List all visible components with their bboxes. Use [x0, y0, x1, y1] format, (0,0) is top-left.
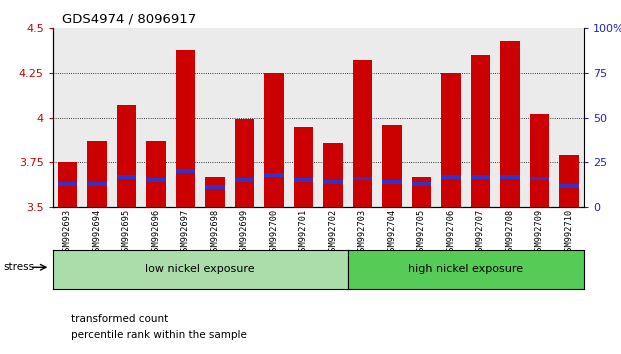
Text: GSM992699: GSM992699 [240, 209, 249, 256]
Text: GSM992700: GSM992700 [270, 209, 278, 256]
Bar [117, 105, 136, 207]
Bar [88, 182, 107, 186]
Bar [58, 162, 77, 207]
Bar [206, 177, 225, 207]
Text: GSM992701: GSM992701 [299, 209, 308, 256]
Text: GSM992694: GSM992694 [93, 209, 101, 256]
Bar [530, 177, 549, 181]
Bar [235, 120, 254, 207]
Bar [501, 175, 520, 179]
Bar [412, 177, 431, 207]
Text: transformed count: transformed count [71, 314, 169, 324]
Bar [324, 180, 343, 184]
Bar [88, 141, 107, 207]
Text: GSM992703: GSM992703 [358, 209, 367, 256]
Bar [235, 178, 254, 182]
Bar [324, 143, 343, 207]
Bar [206, 185, 225, 189]
Bar [353, 61, 372, 207]
Bar [442, 73, 461, 207]
Bar [265, 73, 284, 207]
Bar [560, 155, 579, 207]
Bar [294, 127, 313, 207]
Bar [471, 55, 490, 207]
Text: GSM992705: GSM992705 [417, 209, 426, 256]
Bar [147, 178, 166, 182]
Bar [176, 50, 195, 207]
Bar [147, 141, 166, 207]
Text: percentile rank within the sample: percentile rank within the sample [71, 330, 247, 339]
Bar [560, 184, 579, 188]
Bar [58, 182, 77, 186]
Bar [383, 180, 402, 184]
Text: high nickel exposure: high nickel exposure [408, 264, 524, 274]
Bar [501, 41, 520, 207]
Text: GSM992708: GSM992708 [505, 209, 514, 256]
Text: GSM992702: GSM992702 [329, 209, 337, 256]
Text: GSM992697: GSM992697 [181, 209, 190, 256]
Bar [412, 182, 431, 186]
Text: GSM992695: GSM992695 [122, 209, 131, 256]
Bar [265, 173, 284, 177]
Text: stress: stress [3, 262, 34, 272]
Bar [353, 177, 372, 181]
Text: GSM992698: GSM992698 [211, 209, 219, 256]
Text: GDS4974 / 8096917: GDS4974 / 8096917 [62, 12, 196, 25]
Bar [383, 125, 402, 207]
Bar [117, 175, 136, 179]
Bar [294, 178, 313, 182]
Text: GSM992704: GSM992704 [388, 209, 396, 256]
Bar [176, 169, 195, 173]
Text: GSM992696: GSM992696 [152, 209, 160, 256]
Bar [471, 175, 490, 179]
Bar [530, 114, 549, 207]
Text: GSM992709: GSM992709 [535, 209, 544, 256]
Text: GSM992706: GSM992706 [446, 209, 455, 256]
Text: GSM992707: GSM992707 [476, 209, 485, 256]
Text: low nickel exposure: low nickel exposure [145, 264, 255, 274]
Text: GSM992693: GSM992693 [63, 209, 72, 256]
Bar [442, 175, 461, 179]
Text: GSM992710: GSM992710 [564, 209, 573, 256]
